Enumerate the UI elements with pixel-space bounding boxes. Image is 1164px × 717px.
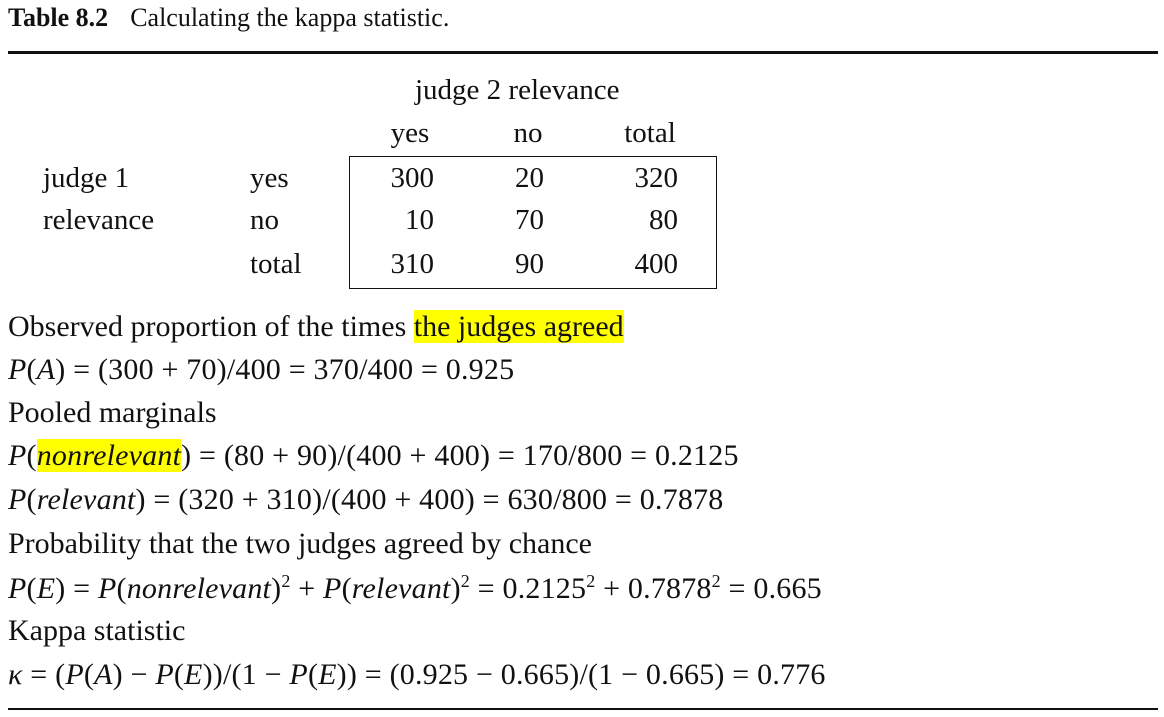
kappa-equation: κ = (P(A) − P(E))/(1 − P(E)) = (0.925 − … [8, 658, 826, 691]
math-var: P [8, 483, 27, 516]
row-label-yes: yes [250, 162, 289, 194]
math-expr: + 0.7878 [595, 572, 712, 605]
table-cell: 400 [634, 248, 679, 280]
table-cell: 80 [649, 204, 678, 236]
table-cell: 10 [405, 204, 434, 236]
math-var: relevant [36, 483, 136, 516]
table-cell: 70 [515, 204, 544, 236]
math-var: P [289, 658, 308, 691]
caption-number: Table 8.2 [8, 3, 109, 32]
math-var: A [36, 353, 56, 386]
math-expr: ) − [112, 658, 156, 691]
col-group-header: judge 2 relevance [415, 74, 620, 106]
table-cell: 320 [634, 162, 679, 194]
math-expr: ) = (320 + 310)/(400 + 400) = 630/800 = … [135, 483, 724, 516]
math-var: A [94, 658, 113, 691]
math-var: P [8, 439, 27, 472]
bottom-rule [8, 708, 1158, 710]
observed-line: Observed proportion of the times the jud… [8, 310, 624, 343]
math-var: relevant [351, 572, 451, 605]
table-caption: Table 8.2 Calculating the kappa statistic… [8, 3, 449, 33]
table-cell: 300 [390, 162, 435, 194]
math-var: P [323, 572, 342, 605]
math-expr: = ( [22, 658, 66, 691]
math-expr: )) = (0.925 − 0.665)/(1 − 0.665) = 0.776 [336, 658, 826, 691]
table-cell: 20 [515, 162, 544, 194]
highlight: nonrelevant [36, 439, 182, 472]
math-var: E [318, 658, 337, 691]
math-var: P [65, 658, 84, 691]
math-expr: = 0.2125 [469, 572, 587, 605]
chance-heading: Probability that the two judges agreed b… [8, 527, 592, 560]
caption-title: Calculating the kappa statistic. [130, 3, 450, 32]
math-var: E [36, 572, 56, 605]
pe-equation: P(E) = P(nonrelevant)2 + P(relevant)2 = … [8, 571, 822, 605]
math-expr: ) = (80 + 90)/(400 + 400) = 170/800 = 0.… [181, 439, 739, 472]
math-var: P [8, 572, 27, 605]
math-var: E [184, 658, 203, 691]
pr-equation: P(relevant) = (320 + 310)/(400 + 400) = … [8, 483, 724, 516]
top-rule [8, 51, 1158, 54]
math-var: nonrelevant [126, 572, 272, 605]
observed-prefix: Observed proportion of the times [8, 310, 414, 343]
math-expr: = 0.665 [720, 572, 822, 605]
row-label-no: no [250, 204, 279, 236]
math-expr: ) = (300 + 70)/400 = 370/400 = 0.925 [55, 353, 515, 386]
pooled-heading: Pooled marginals [8, 396, 217, 429]
highlight: the judges agreed [413, 310, 624, 343]
pn-equation: P(nonrelevant) = (80 + 90)/(400 + 400) =… [8, 439, 739, 472]
math-expr: ))/(1 − [202, 658, 290, 691]
math-var: κ [8, 658, 23, 691]
math-var: P [8, 353, 27, 386]
row-group-header-line1: judge 1 [43, 162, 130, 194]
kappa-heading: Kappa statistic [8, 614, 186, 647]
col-header-total: total [624, 117, 676, 149]
table-cell: 90 [515, 248, 544, 280]
table-box [349, 156, 717, 289]
math-var: P [97, 572, 117, 605]
row-label-total: total [250, 248, 302, 280]
col-header-yes: yes [390, 117, 430, 149]
pa-equation: P(A) = (300 + 70)/400 = 370/400 = 0.925 [8, 353, 515, 386]
row-group-header-line2: relevance [43, 204, 155, 236]
col-header-no: no [513, 117, 543, 149]
table-cell: 310 [390, 248, 435, 280]
math-var: P [155, 658, 174, 691]
